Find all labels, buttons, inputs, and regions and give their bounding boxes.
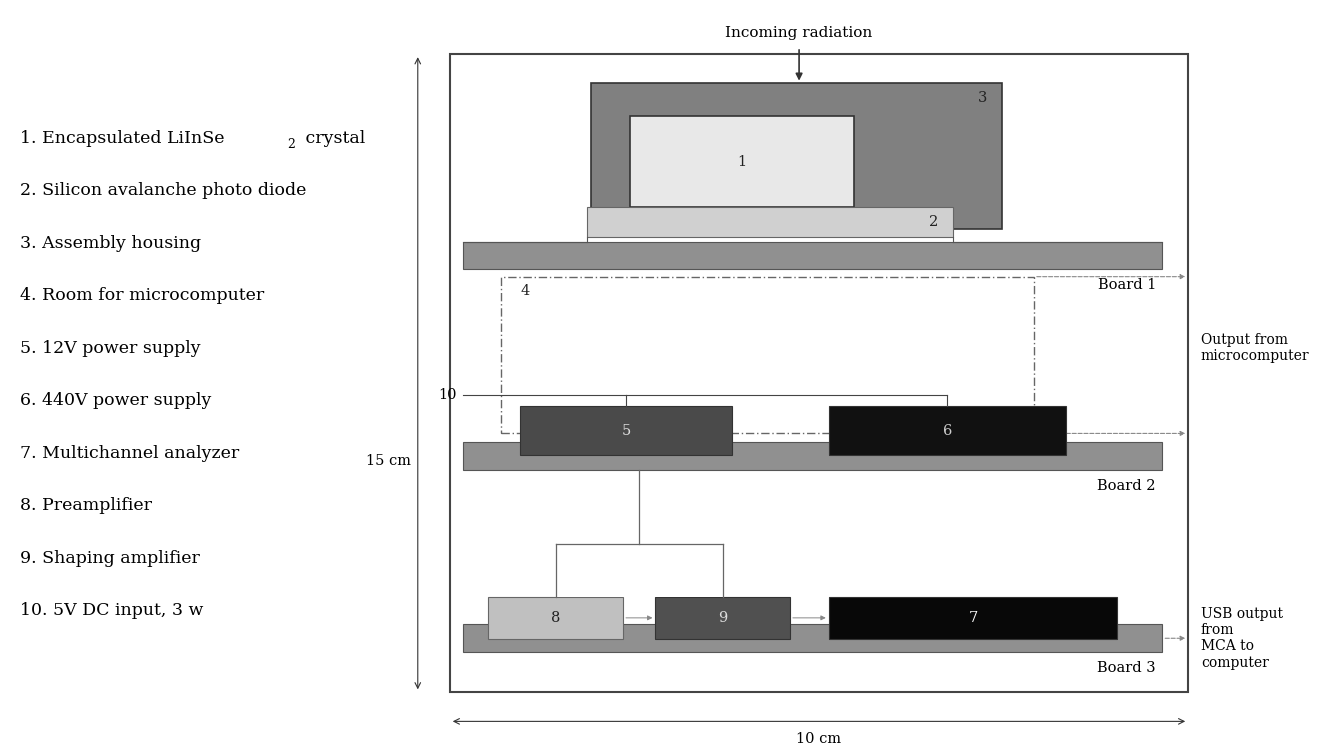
Bar [591, 84, 1002, 229]
Text: 8: 8 [551, 611, 560, 625]
Text: Output from
microcomputer: Output from microcomputer [1201, 333, 1310, 363]
Bar [520, 406, 732, 455]
Text: Incoming radiation: Incoming radiation [726, 26, 872, 40]
Text: 3. Assembly housing: 3. Assembly housing [20, 234, 201, 252]
Text: 6: 6 [943, 424, 952, 437]
Text: 2. Silicon avalanche photo diode: 2. Silicon avalanche photo diode [20, 182, 307, 199]
Text: 10: 10 [438, 388, 456, 402]
Text: 10. 5V DC input, 3 w: 10. 5V DC input, 3 w [20, 602, 203, 619]
Text: 1: 1 [738, 155, 747, 169]
Bar [828, 406, 1066, 455]
Text: 10 cm: 10 cm [796, 732, 842, 746]
Bar [502, 277, 1034, 434]
Text: 7: 7 [968, 611, 978, 625]
Bar [587, 207, 954, 237]
Bar [463, 442, 1162, 470]
Text: 9. Shaping amplifier: 9. Shaping amplifier [20, 550, 200, 566]
Text: 8. Preamplifier: 8. Preamplifier [20, 497, 152, 514]
Text: Board 1: Board 1 [1098, 278, 1157, 292]
Bar [488, 596, 623, 639]
Text: 7. Multichannel analyzer: 7. Multichannel analyzer [20, 445, 239, 461]
Text: crystal: crystal [300, 130, 366, 147]
Bar [828, 596, 1118, 639]
Text: 6. 440V power supply: 6. 440V power supply [20, 392, 211, 409]
Text: 4. Room for microcomputer: 4. Room for microcomputer [20, 287, 264, 304]
Text: 4: 4 [520, 284, 530, 298]
Bar [463, 624, 1162, 652]
Bar [463, 242, 1162, 269]
Text: Board 3: Board 3 [1098, 661, 1157, 675]
Text: Board 2: Board 2 [1098, 479, 1157, 492]
Bar [450, 54, 1189, 692]
Text: 2: 2 [930, 215, 939, 229]
Bar [630, 116, 854, 207]
Text: 1. Encapsulated LiInSe: 1. Encapsulated LiInSe [20, 130, 224, 147]
Text: 5: 5 [622, 424, 631, 437]
Text: USB output
from
MCA to
computer: USB output from MCA to computer [1201, 607, 1283, 670]
Text: 3: 3 [978, 91, 987, 105]
Bar [655, 596, 790, 639]
Bar [556, 544, 723, 596]
Text: 15 cm: 15 cm [367, 454, 411, 467]
Text: 2: 2 [287, 138, 295, 152]
Text: 5. 12V power supply: 5. 12V power supply [20, 339, 200, 357]
Text: 9: 9 [718, 611, 727, 625]
